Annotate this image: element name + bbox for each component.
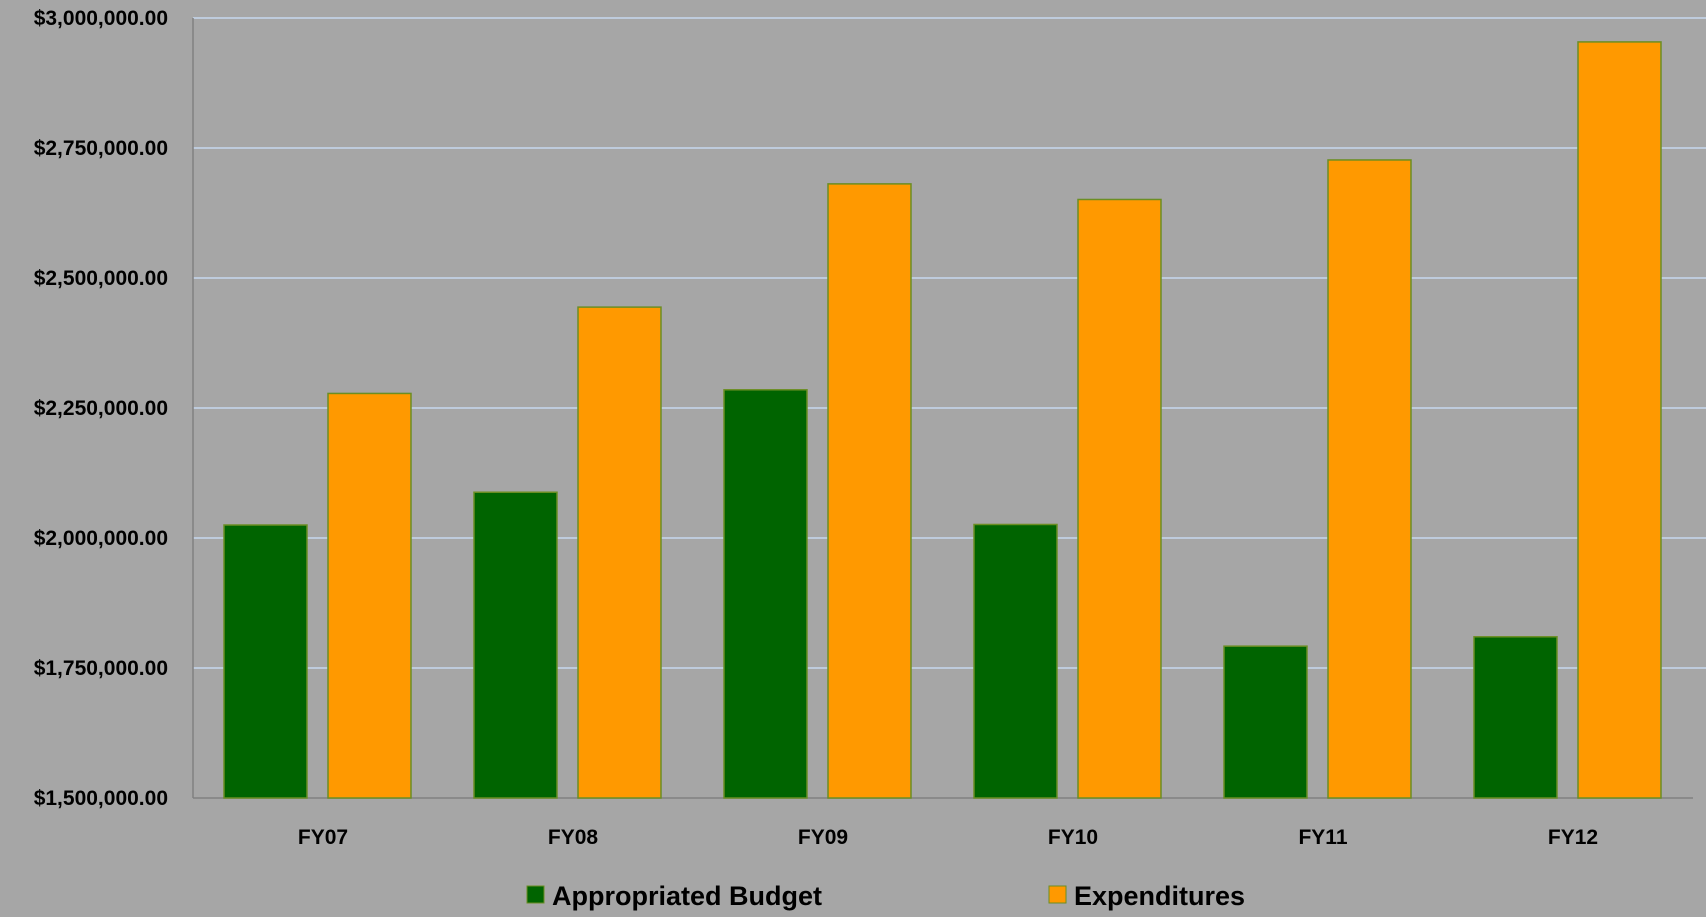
bar-appropriated-budget-fy12 (1473, 636, 1558, 799)
legend-swatch-appropriated-budget (526, 885, 545, 904)
x-tick-label: FY08 (548, 826, 599, 849)
x-tick-label: FY10 (1048, 826, 1098, 849)
bar-appropriated-budget-fy08 (473, 491, 558, 799)
x-axis-tick-labels: FY07 FY08 FY09 FY10 FY11 FY12 (298, 826, 1598, 849)
bar-appropriated-budget-fy11 (1223, 645, 1308, 799)
y-tick-label: $2,750,000.00 (34, 137, 168, 160)
y-tick-label: $2,000,000.00 (34, 527, 168, 550)
x-tick-label: FY09 (798, 826, 848, 849)
bar-expenditures-fy12 (1577, 41, 1662, 799)
bar-expenditures-fy08 (577, 306, 662, 799)
y-tick-label: $3,000,000.00 (34, 7, 168, 30)
legend-label-appropriated-budget: Appropriated Budget (552, 881, 822, 911)
bar-expenditures-fy07 (327, 392, 412, 799)
bars (223, 41, 1662, 799)
x-tick-label: FY11 (1298, 826, 1347, 849)
bar-appropriated-budget-fy07 (223, 524, 308, 799)
x-tick-label: FY07 (298, 826, 348, 849)
x-tick-label: FY12 (1548, 826, 1598, 849)
bar-expenditures-fy11 (1327, 159, 1412, 799)
legend-swatch-expenditures (1048, 885, 1067, 904)
y-tick-label: $1,750,000.00 (34, 657, 168, 680)
axes (192, 18, 1693, 799)
y-tick-label: $1,500,000.00 (34, 787, 168, 810)
legend: Appropriated Budget Expenditures (526, 881, 1245, 911)
gridlines (193, 17, 1706, 669)
y-axis-tick-labels: $1,500,000.00 $1,750,000.00 $2,000,000.00 $… (34, 7, 168, 810)
legend-label-expenditures: Expenditures (1074, 881, 1245, 911)
bar-appropriated-budget-fy10 (973, 523, 1058, 799)
bar-expenditures-fy09 (827, 183, 912, 799)
bar-appropriated-budget-fy09 (723, 389, 808, 799)
y-tick-label: $2,500,000.00 (34, 267, 168, 290)
bar-expenditures-fy10 (1077, 198, 1162, 799)
y-tick-label: $2,250,000.00 (34, 397, 168, 420)
